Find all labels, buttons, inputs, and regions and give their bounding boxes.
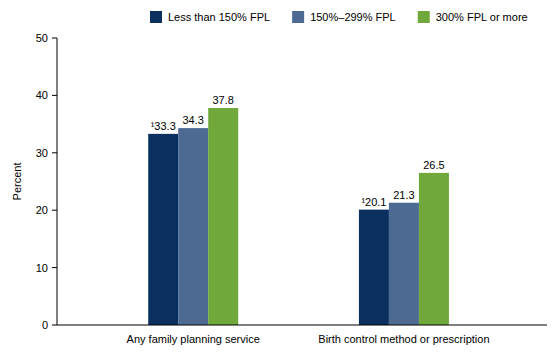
y-tick [52, 267, 57, 268]
data-label: ¹20.1 [361, 196, 386, 208]
bar [208, 108, 238, 325]
data-label: 26.5 [423, 159, 444, 171]
legend-swatch [418, 11, 430, 23]
x-axis [57, 325, 547, 326]
y-tick-label: 50 [36, 32, 48, 44]
y-tick-label: 30 [36, 147, 48, 159]
legend-swatch [292, 11, 304, 23]
bar [419, 173, 449, 325]
data-label: 34.3 [183, 114, 204, 126]
y-tick-label: 40 [36, 89, 48, 101]
y-tick-label: 20 [36, 204, 48, 216]
bar [359, 210, 389, 325]
y-tick-label: 10 [36, 262, 48, 274]
legend-label: 150%–299% FPL [310, 11, 396, 23]
y-axis-label: Percent [11, 163, 23, 201]
bar [178, 128, 208, 325]
bar [389, 203, 419, 325]
y-tick [52, 152, 57, 153]
y-tick [52, 95, 57, 96]
y-tick [52, 210, 57, 211]
legend-label: Less than 150% FPL [168, 11, 270, 23]
bar [148, 134, 178, 325]
data-labels: ¹33.3 ¹20.1 34.3 21.3 37.8 26.5 [151, 94, 445, 208]
bars [148, 108, 449, 325]
y-tick [52, 325, 57, 326]
y-tick-label: 0 [42, 319, 48, 331]
x-tick-label: Birth control method or prescription [318, 333, 489, 345]
y-tick [52, 38, 57, 39]
data-label: ¹33.3 [151, 120, 176, 132]
chart: ¹33.3 ¹20.1 34.3 21.3 37.8 26.5 0 10 20 30 40 50 Any… [0, 0, 560, 357]
legend: Less than 150% FPL 150%–299% FPL 300% FPL … [150, 11, 528, 23]
legend-swatch [150, 11, 162, 23]
data-label: 21.3 [393, 189, 414, 201]
y-axis [57, 38, 58, 325]
data-label: 37.8 [213, 94, 234, 106]
x-tick-label: Any family planning service [127, 333, 260, 345]
legend-label: 300% FPL or more [436, 11, 528, 23]
